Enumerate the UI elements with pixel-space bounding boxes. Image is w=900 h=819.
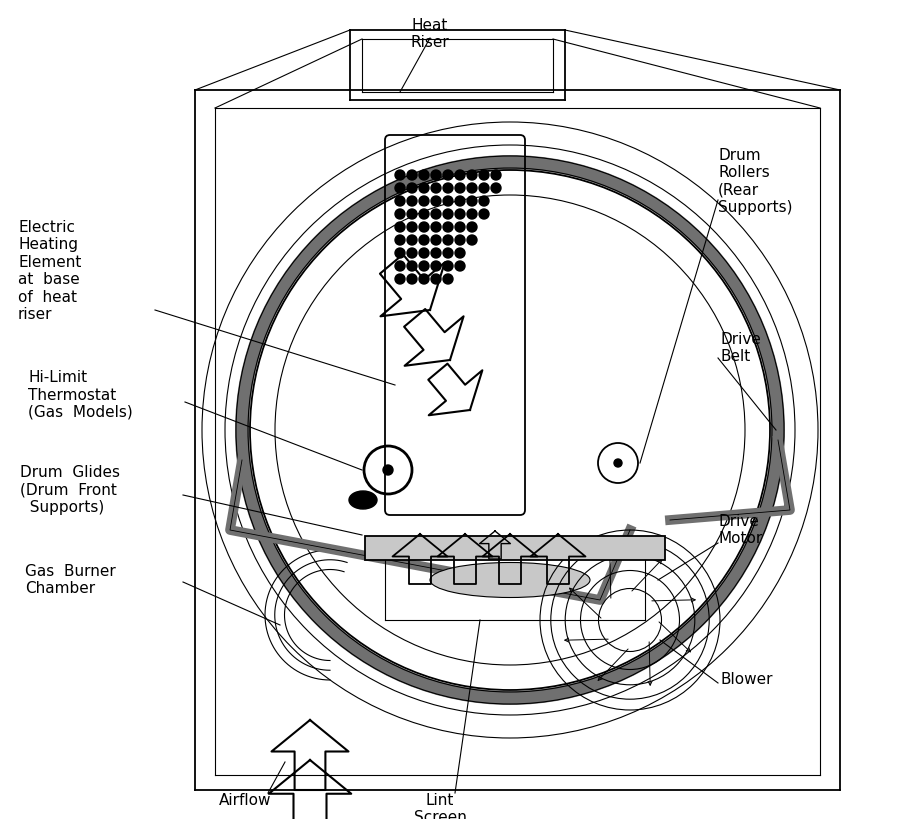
Circle shape [491,170,501,180]
Circle shape [479,183,489,193]
Circle shape [395,183,405,193]
Text: Hi-Limit
Thermostat
(Gas  Models): Hi-Limit Thermostat (Gas Models) [28,370,133,420]
Circle shape [395,222,405,232]
Circle shape [419,196,429,206]
Circle shape [431,274,441,284]
Text: Heat
Riser: Heat Riser [410,18,449,51]
Circle shape [419,235,429,245]
Circle shape [407,170,417,180]
Circle shape [431,261,441,271]
Circle shape [443,183,453,193]
Circle shape [431,183,441,193]
Circle shape [431,196,441,206]
Circle shape [419,183,429,193]
Circle shape [407,261,417,271]
Circle shape [407,235,417,245]
Circle shape [407,196,417,206]
Circle shape [431,222,441,232]
Circle shape [431,235,441,245]
Circle shape [395,209,405,219]
Circle shape [383,465,393,475]
Circle shape [455,248,465,258]
Circle shape [443,196,453,206]
Circle shape [407,222,417,232]
Ellipse shape [430,563,590,598]
Text: Electric
Heating
Element
at  base
of  heat
riser: Electric Heating Element at base of heat… [18,220,81,322]
Circle shape [455,222,465,232]
Circle shape [431,170,441,180]
Circle shape [443,170,453,180]
Bar [365,536,665,560]
Text: Drive
Motor: Drive Motor [718,514,762,546]
Text: Blower: Blower [720,672,772,687]
Text: Drum  Glides
(Drum  Front
  Supports): Drum Glides (Drum Front Supports) [20,465,120,515]
Text: Gas  Burner
Chamber: Gas Burner Chamber [25,563,116,596]
Circle shape [431,248,441,258]
Circle shape [479,196,489,206]
Circle shape [455,183,465,193]
Circle shape [407,183,417,193]
Circle shape [407,248,417,258]
Circle shape [431,209,441,219]
Circle shape [443,248,453,258]
Circle shape [467,183,477,193]
Circle shape [443,235,453,245]
Circle shape [479,209,489,219]
Circle shape [419,274,429,284]
Circle shape [614,459,622,467]
Circle shape [443,222,453,232]
Circle shape [455,261,465,271]
Circle shape [419,248,429,258]
Circle shape [467,196,477,206]
Circle shape [467,222,477,232]
Circle shape [467,235,477,245]
Circle shape [467,209,477,219]
Circle shape [419,261,429,271]
Circle shape [491,183,501,193]
Circle shape [467,170,477,180]
Circle shape [443,209,453,219]
Circle shape [479,170,489,180]
Text: Drum
Rollers
(Rear
Supports): Drum Rollers (Rear Supports) [718,148,793,215]
Circle shape [443,274,453,284]
Circle shape [443,261,453,271]
Circle shape [395,196,405,206]
Text: Airflow: Airflow [219,793,271,808]
Circle shape [455,235,465,245]
Circle shape [419,222,429,232]
Circle shape [407,274,417,284]
Text: Drive
Belt: Drive Belt [720,332,760,364]
Circle shape [395,235,405,245]
Circle shape [419,170,429,180]
Circle shape [419,209,429,219]
Circle shape [407,209,417,219]
Circle shape [395,274,405,284]
Circle shape [455,196,465,206]
Circle shape [395,170,405,180]
Circle shape [455,170,465,180]
Ellipse shape [349,491,377,509]
Text: Lint
Screen: Lint Screen [414,793,466,819]
Circle shape [395,248,405,258]
Circle shape [395,261,405,271]
Circle shape [455,209,465,219]
